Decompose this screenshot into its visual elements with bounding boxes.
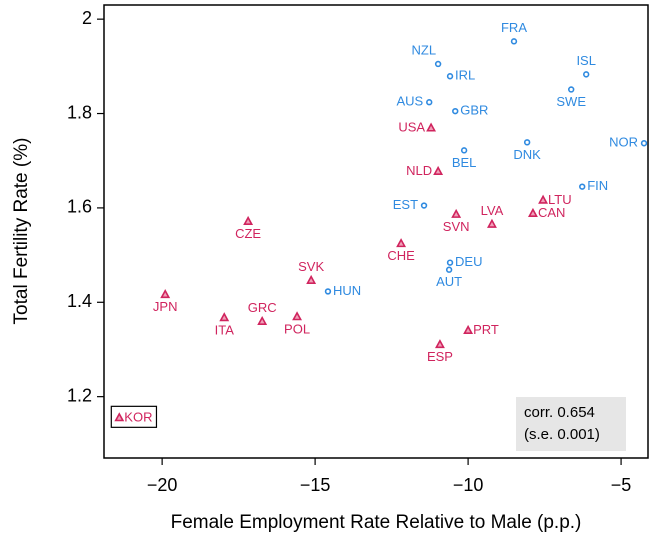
point-label: CZE bbox=[235, 226, 261, 241]
point-label: DNK bbox=[513, 147, 541, 162]
point bbox=[523, 139, 531, 146]
point-label: AUT bbox=[436, 274, 462, 289]
point-label: NLD bbox=[406, 163, 432, 178]
point bbox=[445, 266, 453, 273]
point-label: AUS bbox=[397, 94, 424, 109]
point bbox=[460, 147, 468, 154]
annotation: (s.e. 0.001) bbox=[524, 426, 600, 443]
x-tick-label: −20 bbox=[147, 475, 178, 495]
point-label: DEU bbox=[455, 254, 482, 269]
point bbox=[160, 289, 171, 299]
point bbox=[451, 208, 462, 218]
point-label: BEL bbox=[452, 155, 477, 170]
point bbox=[433, 165, 444, 175]
point-label: CHE bbox=[387, 248, 415, 263]
point bbox=[292, 311, 303, 321]
x-axis-title: Female Employment Rate Relative to Male … bbox=[171, 512, 582, 533]
point bbox=[446, 259, 454, 266]
x-tick-label: −10 bbox=[453, 475, 484, 495]
point-label: SWE bbox=[556, 94, 586, 109]
point bbox=[114, 412, 125, 422]
point bbox=[426, 99, 433, 106]
point-label: SVK bbox=[298, 259, 324, 274]
point-label: CAN bbox=[538, 205, 565, 220]
point bbox=[396, 238, 407, 248]
point bbox=[538, 194, 549, 204]
point bbox=[243, 215, 254, 225]
point bbox=[434, 60, 442, 68]
x-tick-label: −5 bbox=[611, 475, 632, 495]
point-label: EST bbox=[393, 197, 418, 212]
annotation-box bbox=[516, 397, 626, 451]
y-tick-label: 1.6 bbox=[67, 197, 92, 217]
point bbox=[640, 140, 648, 147]
point-label: LTU bbox=[548, 192, 572, 207]
point-label: FIN bbox=[587, 178, 608, 193]
point bbox=[528, 207, 538, 217]
y-axis-title: Total Fertility Rate (%) bbox=[11, 138, 32, 325]
point bbox=[579, 183, 586, 190]
point-label: ESP bbox=[427, 349, 453, 364]
point bbox=[324, 288, 332, 295]
point-label: KOR bbox=[124, 409, 152, 424]
point bbox=[463, 324, 474, 334]
point-label: NOR bbox=[609, 135, 638, 150]
point bbox=[582, 71, 590, 78]
point bbox=[446, 73, 454, 80]
point bbox=[257, 315, 268, 326]
point bbox=[487, 218, 497, 228]
y-tick-label: 1.4 bbox=[67, 291, 92, 311]
point-label: ISL bbox=[576, 53, 596, 68]
point-label: GRC bbox=[248, 300, 277, 315]
annotation: corr. 0.654 bbox=[524, 404, 595, 421]
point bbox=[568, 86, 575, 93]
point-label: NZL bbox=[412, 42, 437, 57]
point-label: PRT bbox=[473, 322, 499, 337]
point-label: ITA bbox=[215, 322, 235, 337]
point-label: USA bbox=[398, 120, 425, 135]
point-label: FRA bbox=[501, 20, 527, 35]
point bbox=[306, 274, 317, 284]
point-label: JPN bbox=[153, 299, 178, 314]
plot-frame bbox=[103, 4, 649, 459]
point-label: HUN bbox=[333, 283, 361, 298]
point-label: IRL bbox=[455, 68, 475, 83]
point bbox=[434, 339, 445, 349]
point-label: LVA bbox=[481, 203, 504, 218]
highlight-box bbox=[110, 405, 158, 428]
x-tick-label: −15 bbox=[300, 475, 331, 495]
y-tick-label: 1.2 bbox=[67, 385, 92, 405]
point bbox=[426, 122, 437, 132]
point bbox=[452, 107, 459, 115]
y-tick-label: 1.8 bbox=[67, 102, 92, 122]
point-label: POL bbox=[284, 321, 310, 336]
point bbox=[510, 38, 518, 45]
point bbox=[219, 312, 230, 322]
point bbox=[420, 202, 428, 209]
point-label: GBR bbox=[460, 103, 488, 118]
point-label: SVN bbox=[443, 219, 470, 234]
y-tick-label: 2 bbox=[82, 8, 92, 28]
